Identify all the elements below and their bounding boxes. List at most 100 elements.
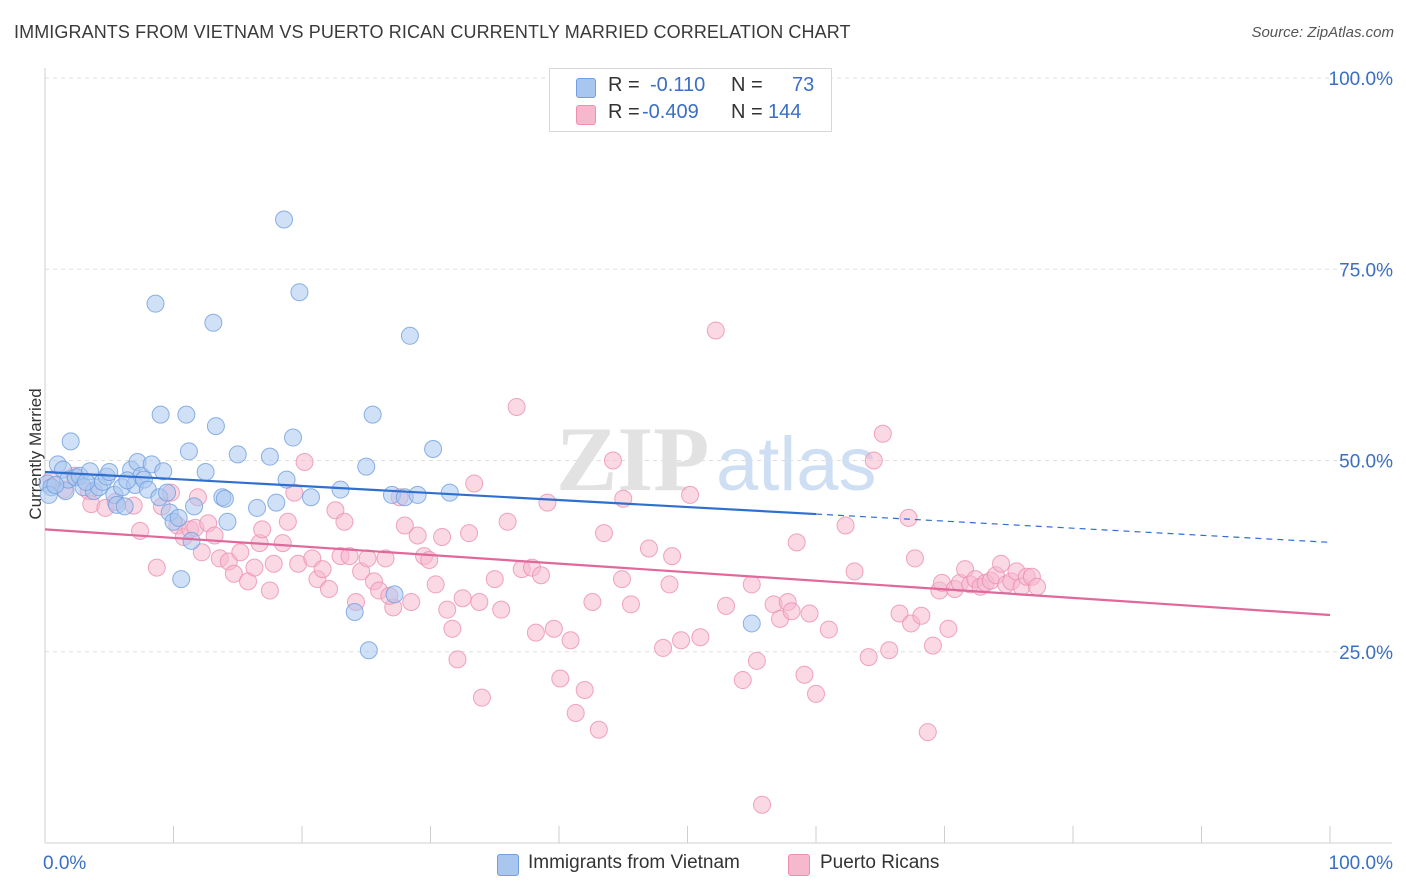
- puerto-rican-point: [335, 512, 354, 531]
- vietnam-point: [206, 417, 225, 436]
- puerto-rican-point: [313, 560, 332, 579]
- puerto-rican-point: [433, 528, 452, 546]
- puerto-rican-point: [782, 602, 801, 621]
- puerto-rican-point: [231, 543, 250, 562]
- bottom-legend-puerto-rican: Puerto Ricans: [820, 852, 940, 873]
- vietnam-point: [284, 428, 303, 447]
- puerto-rican-point: [245, 558, 264, 577]
- vietnam-point: [158, 483, 177, 502]
- vietnam-trend-line: [44, 470, 817, 516]
- puerto-rican-point: [859, 648, 878, 667]
- puerto-rican-point: [224, 564, 243, 583]
- puerto-rican-point: [742, 575, 761, 594]
- puerto-rican-trend-line: [44, 528, 1331, 617]
- vietnam-point: [290, 283, 309, 302]
- puerto-rican-point: [278, 512, 297, 531]
- vietnam-point: [169, 508, 188, 527]
- puerto-rican-point: [594, 524, 613, 543]
- vietnam-point: [345, 602, 364, 621]
- puerto-rican-point: [395, 516, 414, 535]
- puerto-rican-point: [260, 581, 279, 600]
- vietnam-point: [179, 442, 198, 461]
- puerto-rican-point: [654, 638, 673, 657]
- legend-n-label: N =: [731, 101, 763, 123]
- y-tick-label: 50.0%: [1339, 452, 1393, 473]
- puerto-rican-point: [880, 641, 899, 660]
- puerto-rican-point: [733, 671, 752, 690]
- vietnam-point: [400, 326, 419, 345]
- vietnam-point: [359, 641, 378, 660]
- legend-n-value: 144: [768, 101, 802, 123]
- vietnam-point: [61, 432, 80, 451]
- vietnam-point: [151, 405, 170, 424]
- puerto-rican-point: [340, 547, 359, 566]
- puerto-rican-point: [544, 619, 563, 638]
- puerto-rican-point: [612, 570, 631, 589]
- puerto-rican-point: [526, 623, 545, 642]
- vietnam-point: [115, 497, 134, 516]
- vietnam-point: [185, 497, 204, 516]
- puerto-rican-point: [551, 669, 570, 688]
- legend-r-value: -0.110: [650, 74, 706, 96]
- puerto-rican-point: [575, 681, 594, 699]
- puerto-rican-point: [438, 600, 457, 619]
- puerto-rican-point: [485, 570, 504, 589]
- puerto-rican-point: [561, 631, 580, 650]
- puerto-rican-point: [465, 474, 484, 493]
- y-tick-label: 75.0%: [1339, 260, 1393, 281]
- puerto-rican-point: [264, 554, 283, 573]
- chart-title: IMMIGRANTS FROM VIETNAM VS PUERTO RICAN …: [14, 22, 851, 42]
- puerto-rican-point: [912, 606, 931, 625]
- puerto-rican-point: [845, 562, 864, 581]
- puerto-rican-point: [566, 703, 585, 722]
- y-tick-label: 100.0%: [1329, 69, 1394, 90]
- source-label: Source: ZipAtlas.com: [1251, 24, 1394, 41]
- puerto-rican-point: [787, 533, 806, 552]
- puerto-rican-point: [905, 549, 924, 568]
- axes: [44, 68, 1392, 844]
- bottom-legend-swatch-puerto-rican: [788, 854, 810, 876]
- puerto-rican-point: [472, 688, 491, 707]
- bottom-legend-swatch-vietnam: [497, 854, 519, 876]
- legend-r-label: R =: [608, 74, 640, 96]
- vietnam-point: [301, 488, 320, 507]
- puerto-rican-point: [873, 424, 892, 443]
- vietnam-point: [228, 445, 247, 464]
- legend-n-label: N =: [731, 74, 763, 96]
- puerto-rican-point: [992, 554, 1011, 573]
- puerto-rican-point: [621, 595, 640, 614]
- vietnam-trend-extension: [815, 513, 1331, 543]
- vietnam-point: [196, 462, 215, 481]
- legend-n-value: 73: [792, 74, 815, 96]
- legend-swatch-vietnam: [576, 78, 596, 98]
- puerto-rican-point: [426, 575, 445, 594]
- legend-swatch-puerto-rican: [576, 105, 596, 125]
- vietnam-point: [742, 614, 761, 633]
- puerto-rican-point: [319, 580, 338, 599]
- vietnam-point: [357, 457, 376, 476]
- vietnam-point: [118, 471, 137, 490]
- puerto-rican-point: [376, 549, 395, 568]
- puerto-rican-point: [660, 575, 679, 594]
- puerto-rican-point: [663, 547, 682, 566]
- vietnam-point: [215, 489, 234, 508]
- puerto-rican-point: [498, 512, 517, 531]
- puerto-rican-point: [402, 593, 421, 612]
- legend-row-vietnam: R = -0.110 N = 73: [550, 74, 831, 100]
- legend-r-value: -0.409: [642, 101, 699, 123]
- vietnam-point: [424, 440, 443, 459]
- puerto-rican-point: [753, 795, 772, 814]
- puerto-rican-point: [800, 604, 819, 623]
- puerto-rican-point: [918, 723, 937, 742]
- puerto-rican-point: [836, 516, 855, 535]
- puerto-rican-point: [408, 526, 427, 545]
- vietnam-point: [248, 498, 267, 517]
- vietnam-point: [172, 570, 191, 589]
- vietnam-point: [154, 462, 173, 481]
- puerto-rican-point: [470, 593, 489, 612]
- puerto-rican-point: [603, 451, 622, 470]
- puerto-rican-point: [890, 604, 909, 623]
- watermark-atlas: atlas: [716, 422, 877, 507]
- puerto-rican-point: [358, 549, 377, 568]
- legend-r-label: R =: [608, 101, 640, 123]
